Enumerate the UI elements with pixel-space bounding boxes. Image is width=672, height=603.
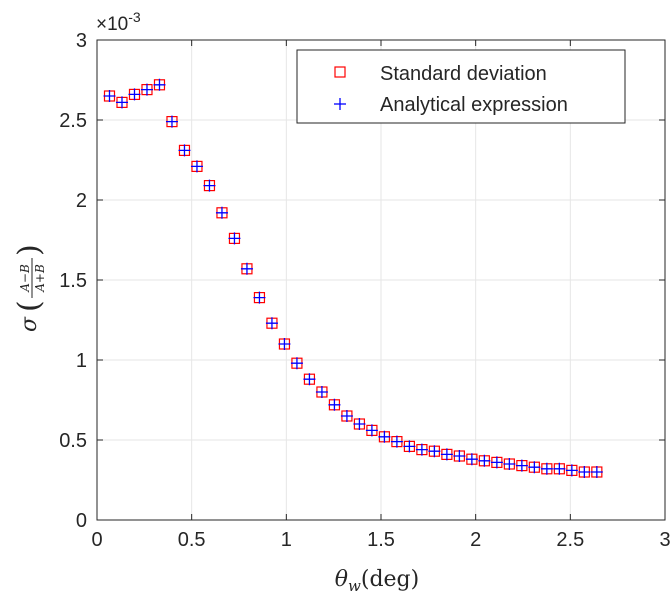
- data-point-plus: [315, 386, 328, 398]
- data-point-plus: [590, 466, 603, 478]
- legend-marker-analytical-expression: [334, 98, 346, 110]
- y-tick-label: 0.5: [59, 430, 87, 452]
- legend-box: [296, 49, 626, 124]
- svg-text:σ: σ: [17, 316, 42, 332]
- data-point-plus: [340, 410, 353, 422]
- legend-label-standard-deviation: Standard deviation: [380, 63, 547, 85]
- data-point-plus: [465, 453, 478, 466]
- data-point-plus: [103, 90, 116, 102]
- data-point-plus: [353, 418, 366, 430]
- data-point-plus: [390, 435, 403, 448]
- data-point-plus: [303, 373, 316, 386]
- data-point-plus: [565, 464, 578, 477]
- x-tick-label: 1.5: [367, 529, 395, 551]
- data-point-plus: [178, 144, 191, 157]
- data-point-plus: [440, 448, 453, 461]
- y-tick-label: 2: [76, 190, 87, 212]
- data-point-plus: [253, 291, 266, 304]
- data-point-plus: [290, 357, 303, 370]
- data-point-plus: [365, 424, 378, 437]
- data-point-plus: [540, 462, 553, 475]
- legend-marker-standard-deviation: [334, 66, 346, 78]
- data-point-plus: [203, 179, 216, 192]
- svg-text:(: (: [12, 300, 47, 312]
- legend: Standard deviation Analytical expression: [296, 49, 626, 124]
- data-point-plus: [515, 459, 528, 472]
- data-point-plus: [428, 445, 441, 458]
- data-point-plus: [278, 338, 291, 350]
- x-tick-label: 0: [91, 529, 102, 551]
- x-axis-label: θw(deg): [335, 567, 419, 595]
- data-point-plus: [328, 398, 341, 411]
- data-point-plus: [190, 160, 203, 173]
- y-tick-label: 2.5: [59, 110, 87, 132]
- data-point-plus: [415, 443, 428, 456]
- y-exponent-label: ×10-3: [96, 9, 141, 35]
- data-point-plus: [503, 458, 516, 470]
- data-point-plus: [578, 466, 591, 478]
- data-point-plus: [240, 262, 253, 275]
- data-point-plus: [265, 317, 278, 330]
- legend-label-analytical-expression: Analytical expression: [380, 94, 568, 116]
- x-tick-label: 2: [470, 529, 481, 551]
- data-point-plus: [228, 232, 241, 245]
- data-point-plus: [453, 450, 466, 462]
- y-axis-label: σ ( A−B A+B ): [12, 244, 47, 332]
- y-tick-label: 1: [76, 350, 87, 372]
- axis-ticks: 0 0.5 1 1.5 2 2.5 3 0 0.5 1 1.5 2 2.5 3: [59, 30, 670, 551]
- data-marks: [103, 78, 603, 478]
- x-tick-label: 0.5: [178, 529, 206, 551]
- y-tick-label: 3: [76, 30, 87, 52]
- data-point-plus: [140, 83, 153, 96]
- svg-text:): ): [12, 244, 47, 256]
- data-point-plus: [378, 430, 391, 443]
- series-analytical-expression: [103, 78, 603, 478]
- data-point-plus: [128, 88, 141, 101]
- data-point-plus: [215, 206, 228, 219]
- data-point-plus: [115, 96, 128, 109]
- x-tick-label: 2.5: [556, 529, 584, 551]
- x-tick-label: 1: [281, 529, 292, 551]
- data-point-plus: [478, 454, 491, 467]
- data-point-plus: [553, 462, 566, 475]
- data-point-plus: [153, 78, 166, 91]
- x-tick-label: 3: [659, 529, 670, 551]
- svg-text:A+B: A+B: [33, 264, 47, 293]
- data-point-plus: [528, 461, 541, 474]
- y-tick-label: 1.5: [59, 270, 87, 292]
- data-point-plus: [403, 440, 416, 453]
- data-point-plus: [165, 115, 178, 128]
- data-point-plus: [490, 456, 503, 469]
- y-tick-label: 0: [76, 510, 87, 532]
- svg-text:A−B: A−B: [18, 264, 32, 293]
